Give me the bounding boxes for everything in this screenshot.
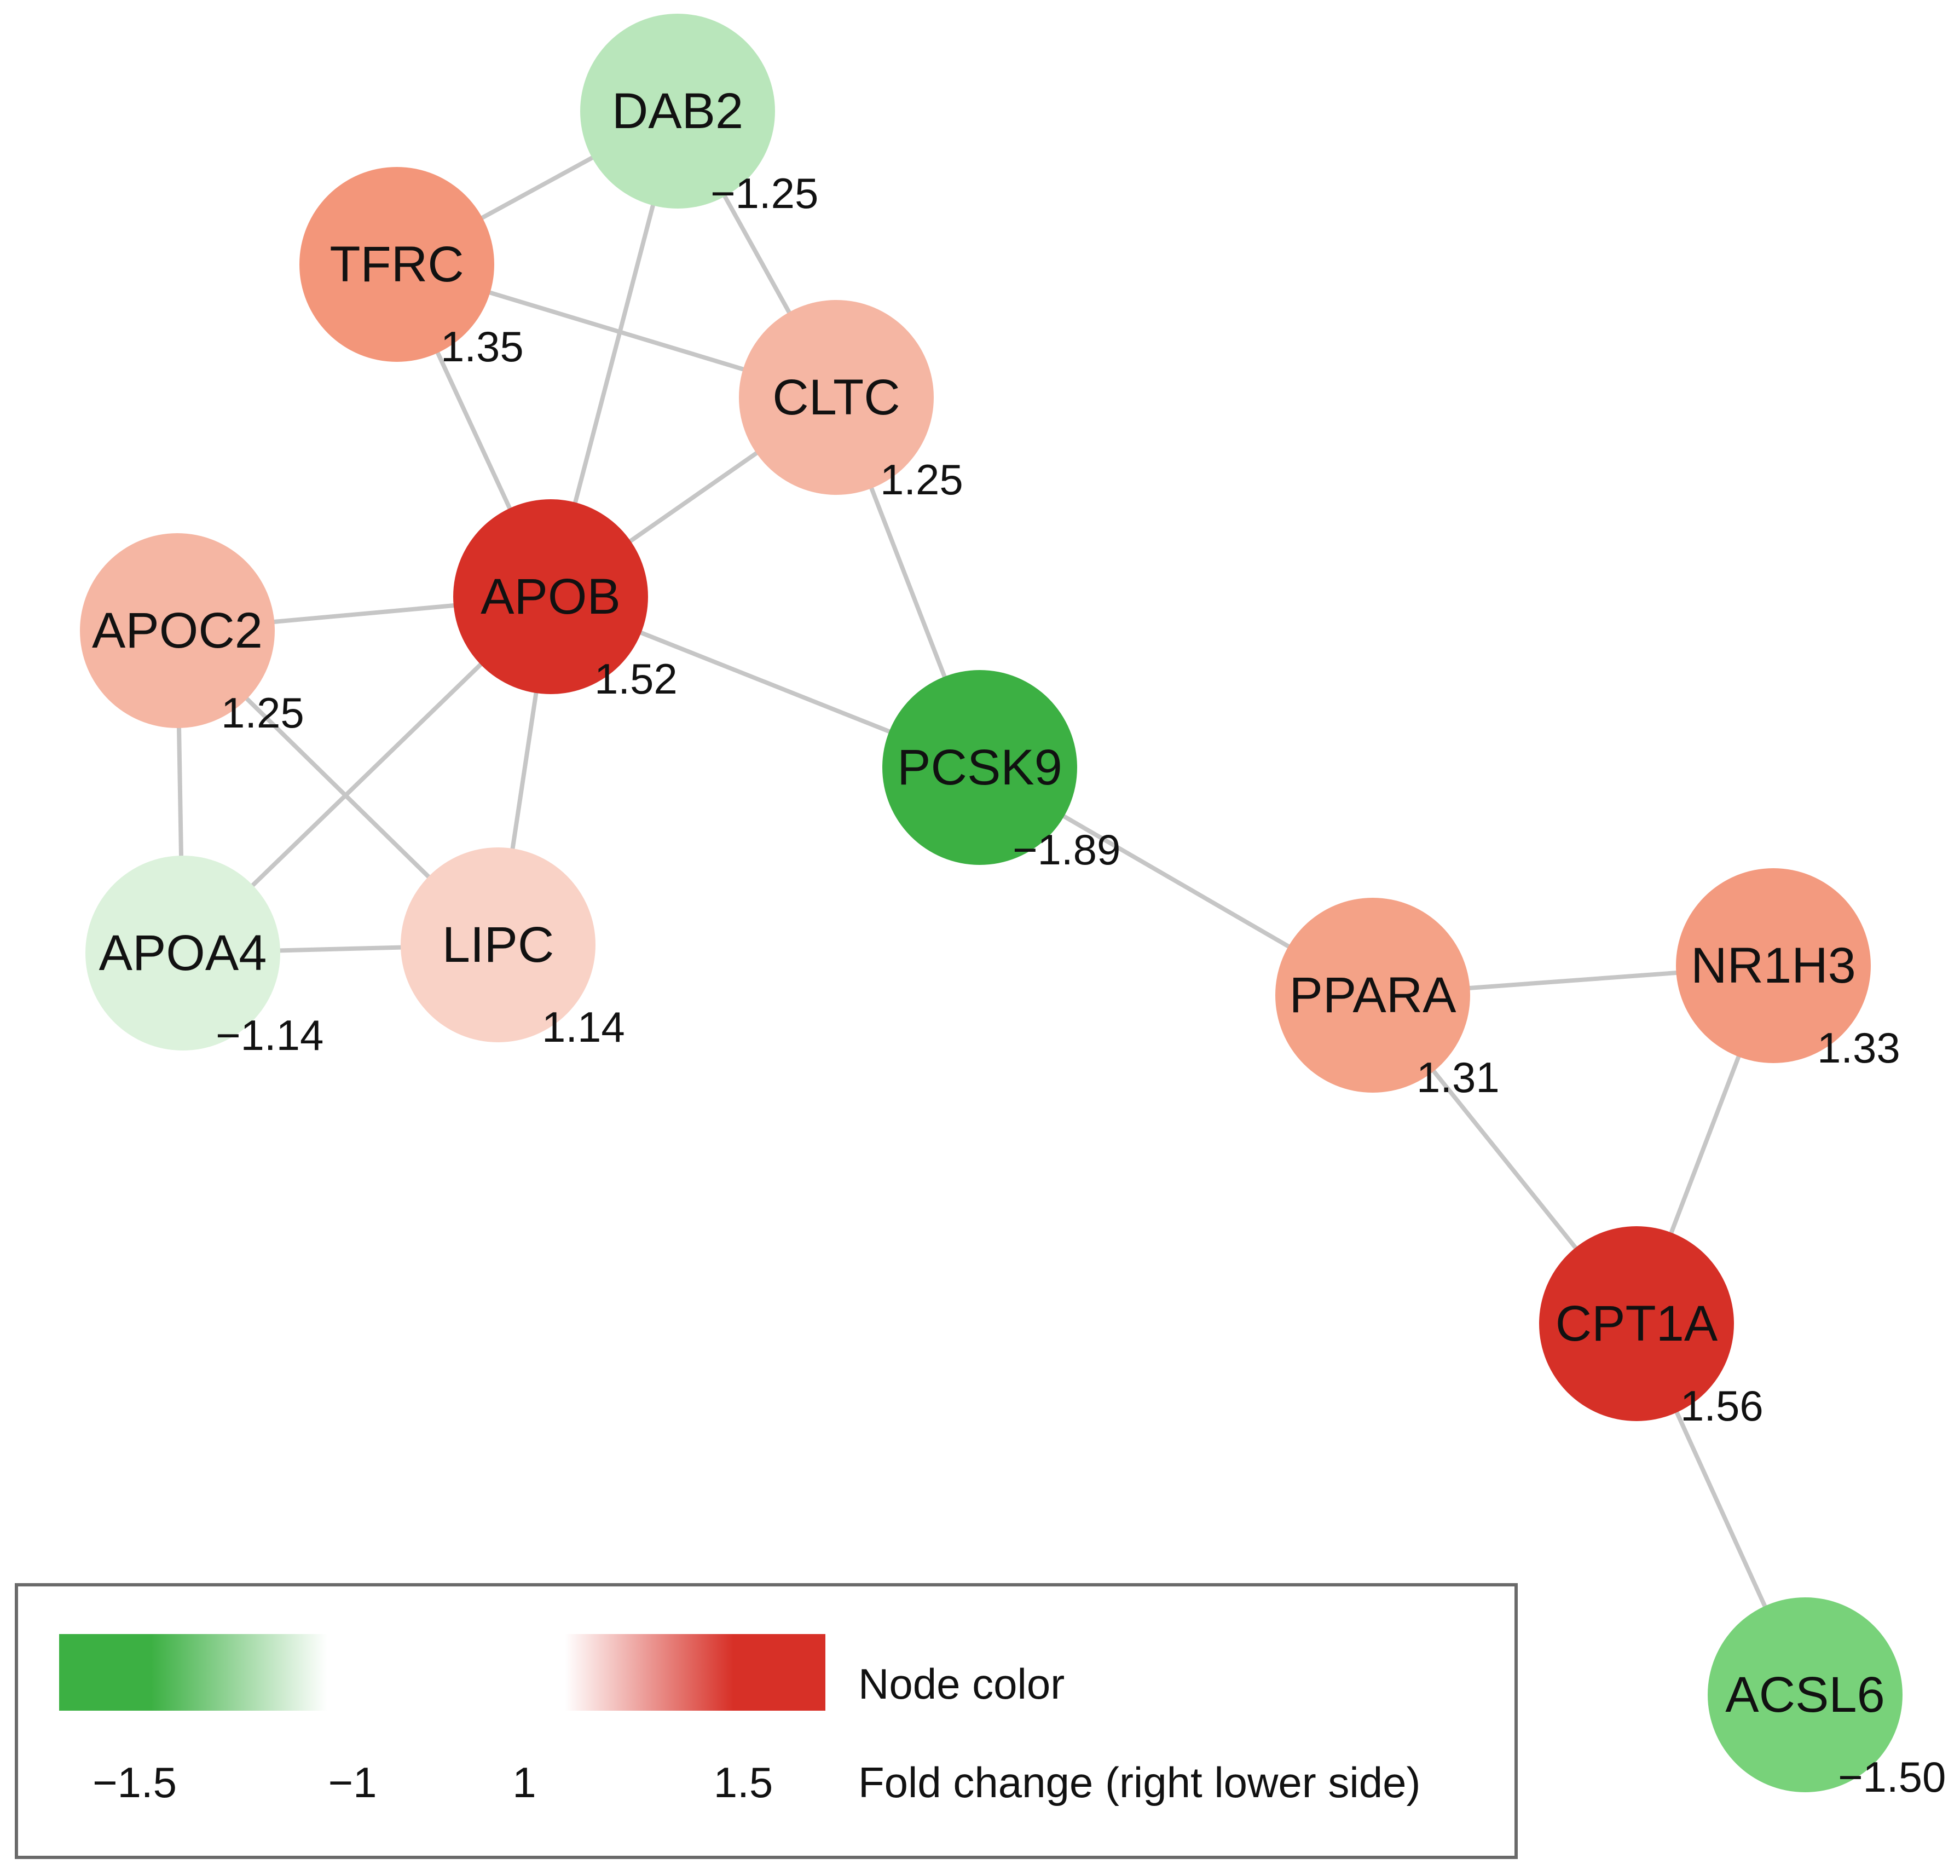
node-label: PPARA [1289,967,1456,1023]
fold-change-label: −1.25 [710,169,818,217]
node-circle [85,856,280,1050]
fold-change-label: 1.25 [880,455,963,504]
node-circle [401,847,595,1042]
node-circle [1539,1226,1734,1421]
node-label: CPT1A [1556,1296,1718,1352]
node-apoa4: APOA4 −1.14 [85,856,323,1059]
fold-change-label: 1.52 [594,655,678,703]
legend-fold-change-label: Fold change (right lower side) [858,1758,1420,1806]
node-acsl6: ACSL6 −1.50 [1708,1597,1946,1801]
node-label: LIPC [442,917,554,973]
node-label: DAB2 [612,83,743,139]
node-apob: APOB 1.52 [453,499,678,703]
fold-change-label: 1.56 [1680,1382,1764,1430]
nodes: DAB2 −1.25 TFRC 1.35 CLTC 1.25 APOB 1.52 APOC2 1.… [80,14,1946,1801]
node-label: APOB [481,569,621,625]
node-circle [580,14,775,209]
node-pcsk9: PCSK9 −1.89 [882,670,1120,874]
node-nr1h3: NR1H3 1.33 [1676,868,1900,1072]
node-tfrc: TFRC 1.35 [299,167,524,371]
node-cpt1a: CPT1A 1.56 [1539,1226,1764,1430]
fold-change-label: 1.14 [542,1003,625,1051]
legend: Node color Fold change (right lower side… [15,1583,1518,1859]
node-label: NR1H3 [1691,938,1856,994]
node-ppara: PPARA 1.31 [1275,898,1500,1101]
node-circle [1676,868,1871,1063]
fold-change-label: 1.35 [441,322,524,371]
fold-change-label: −1.50 [1838,1753,1946,1801]
node-label: APOC2 [92,603,263,659]
node-label: ACSL6 [1725,1667,1885,1723]
legend-tick: −1 [328,1758,377,1806]
node-label: APOA4 [99,925,267,981]
node-circle [453,499,648,694]
legend-node-color-label: Node color [858,1660,1065,1708]
legend-tick: 1 [512,1758,536,1806]
node-label: PCSK9 [897,740,1062,795]
node-circle [882,670,1077,865]
node-cltc: CLTC 1.25 [739,300,963,504]
node-circle [80,533,275,728]
legend-box [15,1583,1518,1859]
node-label: CLTC [772,370,900,425]
node-circle [299,167,494,362]
fold-change-label: 1.31 [1416,1053,1500,1101]
node-circle [1275,898,1470,1093]
node-apoc2: APOC2 1.25 [80,533,304,737]
node-circle [739,300,934,495]
fold-change-label: −1.89 [1013,826,1120,874]
legend-tick: 1.5 [714,1758,773,1806]
legend-tick: −1.5 [92,1758,177,1806]
node-dab2: DAB2 −1.25 [580,14,818,217]
fold-change-label: 1.33 [1817,1024,1900,1072]
node-label: TFRC [329,236,464,292]
node-circle [1708,1597,1903,1792]
legend-gradient-bar [59,1634,825,1711]
fold-change-label: 1.25 [221,689,304,737]
fold-change-label: −1.14 [216,1011,323,1059]
node-lipc: LIPC 1.14 [401,847,625,1051]
